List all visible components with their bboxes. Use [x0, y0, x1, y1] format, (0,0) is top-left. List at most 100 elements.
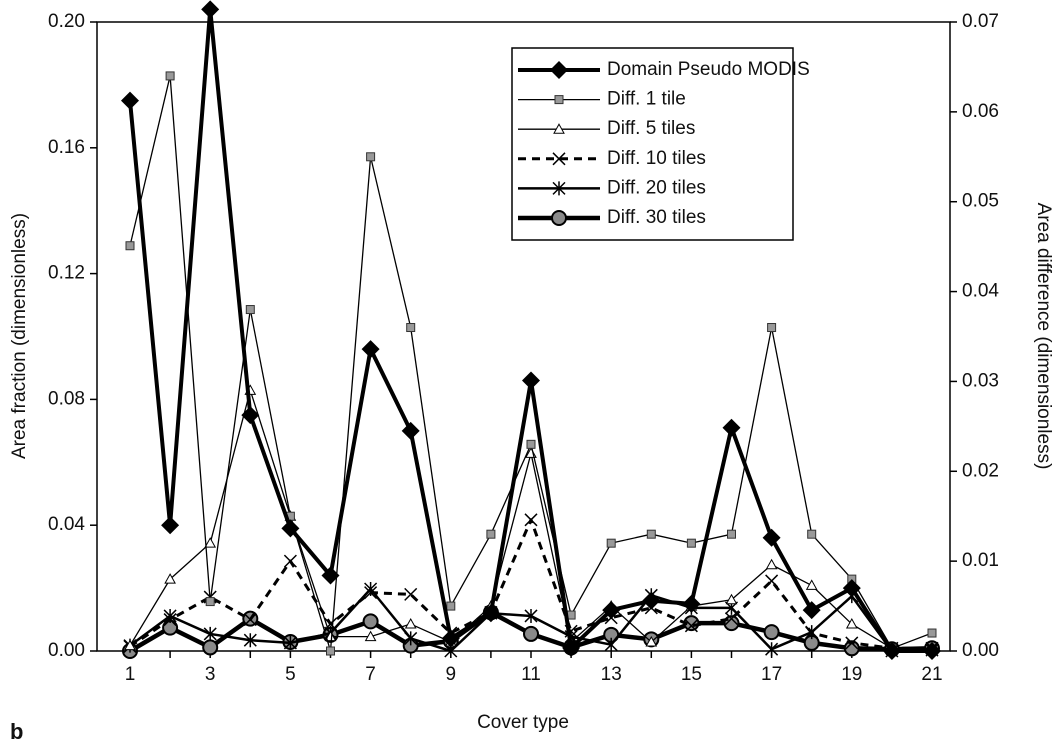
marker-star: [203, 626, 217, 641]
marker-triangle: [805, 579, 818, 590]
marker-x: [323, 617, 338, 631]
marker-square: [125, 241, 135, 251]
triangle: [364, 630, 377, 642]
marker-diamond: [361, 340, 380, 359]
legend: Domain Pseudo MODIS Diff. 1 tile Diff. 5 t…: [511, 47, 810, 241]
square: [165, 71, 175, 81]
cross: [364, 586, 378, 600]
square: [526, 439, 536, 449]
marker-triangle: [124, 639, 136, 651]
marker-star: [604, 637, 618, 652]
marker-x: [765, 574, 779, 588]
square: [646, 529, 656, 539]
marker-diamond: [842, 579, 861, 598]
marker-diamond: [562, 638, 581, 657]
circle: [362, 613, 379, 630]
square: [125, 241, 135, 251]
diamond: [882, 642, 901, 660]
marker-square: [165, 71, 175, 81]
square: [686, 538, 696, 548]
square: [807, 529, 817, 539]
x-tick-label: 3: [205, 664, 216, 685]
marker-diamond: [682, 594, 701, 613]
triangle: [765, 558, 778, 570]
star: [524, 608, 538, 623]
star: [552, 181, 566, 196]
marker-triangle: [164, 573, 176, 584]
marker-square: [554, 95, 564, 105]
legend-label: Diff. 20 tiles: [607, 177, 706, 198]
x-tick-label: 9: [446, 664, 457, 685]
circle: [551, 210, 567, 226]
marker-triangle: [725, 593, 738, 605]
marker-triangle: [364, 630, 377, 642]
marker-diamond: [401, 421, 420, 440]
triangle: [124, 639, 136, 651]
marker-square: [646, 529, 656, 539]
x-axis-label: Cover type: [477, 712, 569, 733]
diamond: [522, 371, 540, 390]
marker-circle: [551, 210, 567, 226]
marker-diamond: [722, 418, 741, 437]
cross: [684, 619, 698, 633]
diamond: [602, 601, 621, 620]
diamond: [562, 638, 581, 657]
marker-diamond: [882, 642, 901, 660]
x-tick-label: 11: [521, 664, 541, 685]
diamond: [321, 566, 340, 585]
marker-diamond: [161, 516, 180, 535]
marker-x: [684, 619, 698, 633]
square: [727, 529, 736, 539]
x-tick-label: 17: [761, 664, 782, 685]
cross: [805, 626, 819, 640]
y-tick-label: 0.12: [48, 263, 85, 284]
marker-circle: [763, 624, 780, 641]
y-axis-label: Area fraction (dimensionless): [9, 213, 30, 459]
marker-triangle: [645, 635, 658, 647]
diamond: [722, 418, 741, 437]
marker-diamond: [522, 371, 540, 390]
cross: [845, 636, 859, 650]
star: [765, 642, 779, 657]
star: [203, 626, 217, 641]
y2-tick-label: 0.07: [962, 11, 999, 32]
square: [927, 628, 937, 638]
circle: [763, 624, 780, 641]
diamond: [161, 516, 180, 535]
marker-triangle: [204, 537, 217, 548]
legend-label: Diff. 1 tile: [607, 89, 686, 110]
square: [406, 323, 416, 333]
marker-triangle: [553, 123, 565, 134]
star: [243, 633, 257, 648]
cross: [323, 617, 338, 631]
square: [205, 597, 215, 607]
circle: [523, 625, 539, 642]
legend-label: Diff. 30 tiles: [607, 207, 706, 228]
marker-star: [552, 181, 566, 196]
marker-x: [283, 554, 297, 568]
marker-square: [686, 538, 696, 548]
y2-axis-label: Area difference (dimensionless): [1033, 203, 1054, 470]
y-tick-label: 0.00: [48, 640, 85, 661]
marker-circle: [202, 639, 219, 656]
y2-tick-label: 0.06: [962, 101, 999, 122]
y2-tick-label: 0.04: [962, 281, 999, 302]
diamond: [201, 0, 220, 19]
x-tick-label: 15: [681, 664, 702, 685]
marker-square: [606, 538, 616, 548]
diamond: [842, 579, 861, 598]
marker-diamond: [923, 642, 941, 660]
legend-box: [511, 47, 794, 241]
marker-x: [404, 587, 418, 601]
y2-tick-label: 0.00: [962, 640, 999, 661]
marker-square: [526, 439, 536, 449]
marker-diamond: [802, 601, 821, 620]
marker-x: [845, 636, 859, 650]
x-tick-label: 19: [841, 664, 862, 685]
y-tick-label: 0.08: [48, 388, 85, 409]
cross: [404, 587, 418, 601]
marker-diamond: [321, 566, 340, 585]
marker-diamond: [550, 61, 568, 79]
marker-square: [406, 323, 416, 333]
